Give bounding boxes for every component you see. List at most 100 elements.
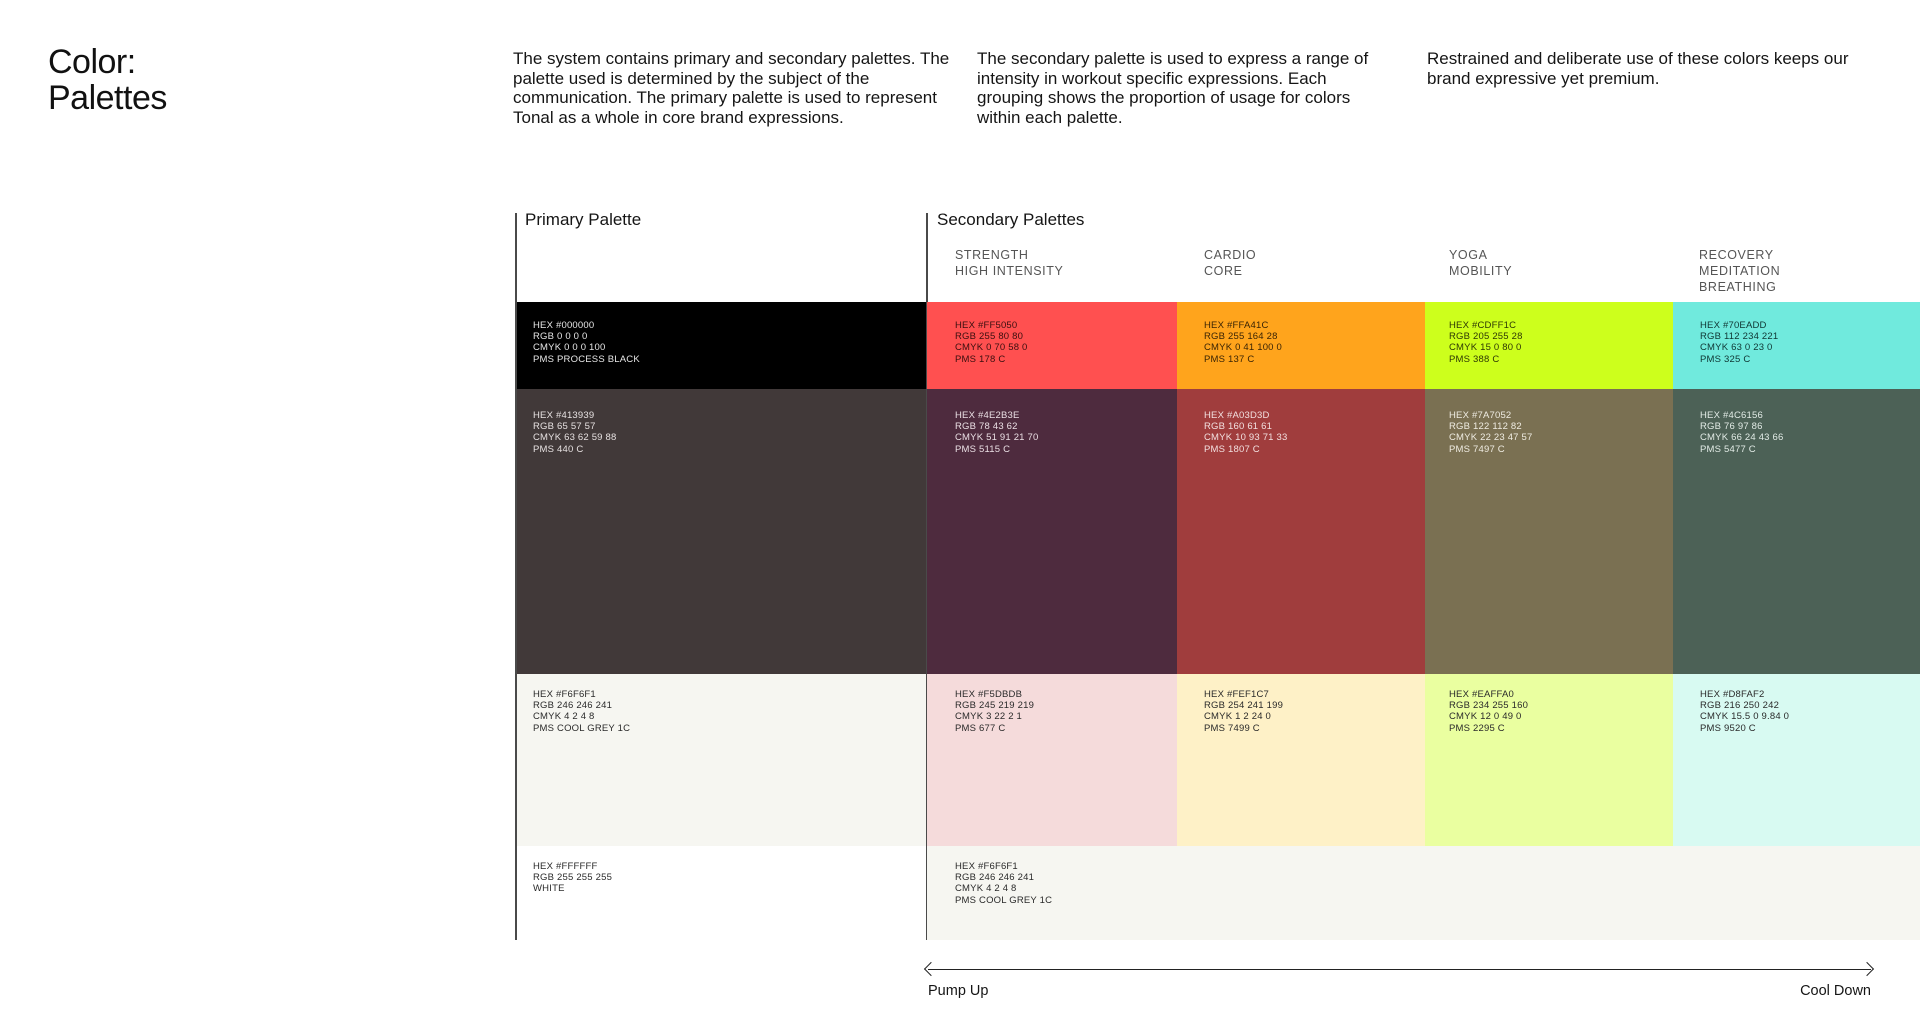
spec-rgb: RGB 216 250 242 <box>1700 700 1780 712</box>
spec-cmyk: CMYK 15.5 0 9.84 0 <box>1700 711 1790 723</box>
secondary-swatch-4-2 <box>1673 389 1920 674</box>
axis-start-label: Pump Up <box>928 983 989 999</box>
primary-swatch-1-specs: HEX #000000 RGB 0 0 0 0 CMYK 0 0 0 100 PMS … <box>533 320 640 365</box>
spec-cmyk: CMYK 63 0 23 0 <box>1700 342 1773 354</box>
secondary-swatch-1-1-specs: HEX #FF5050 RGB 255 80 80 CMYK 0 70 58 0 PM… <box>955 320 1028 365</box>
spec-pms: PMS 388 C <box>1449 353 1500 365</box>
spec-rgb: RGB 78 43 62 <box>955 421 1018 433</box>
spec-cmyk: WHITE <box>533 883 565 895</box>
spec-pms: PMS 7499 C <box>1204 722 1260 734</box>
spec-pms: PMS 7497 C <box>1449 443 1505 455</box>
secondary-swatch-3-2-specs: HEX #7A7052 RGB 122 112 82 CMYK 22 23 47 5… <box>1449 410 1532 455</box>
column-heading-yoga: YOGA MOBILITY <box>1449 247 1512 279</box>
secondary-swatch-1-2-specs: HEX #4E2B3E RGB 78 43 62 CMYK 51 91 21 70 P… <box>955 410 1038 455</box>
spec-pms: PMS 9520 C <box>1700 722 1756 734</box>
primary-swatch-4-specs: HEX #FFFFFF RGB 255 255 255 WHITE <box>533 861 612 895</box>
column-heading-line: HIGH INTENSITY <box>955 264 1064 278</box>
spec-hex: HEX #EAFFA0 <box>1449 689 1515 700</box>
spec-hex: HEX #413939 <box>533 410 595 421</box>
secondary-swatch-4-1-specs: HEX #70EADD RGB 112 234 221 CMYK 63 0 23 0… <box>1700 320 1778 365</box>
secondary-shared-bottom-swatch-specs: HEX #F6F6F1 RGB 246 246 241 CMYK 4 2 4 8 PM… <box>955 861 1052 906</box>
secondary-swatch-3-1 <box>1425 302 1673 389</box>
spec-pms: PMS PROCESS BLACK <box>533 353 640 365</box>
primary-swatch-1 <box>517 302 926 389</box>
spec-cmyk: CMYK 10 93 71 33 <box>1204 432 1288 444</box>
spec-cmyk: CMYK 22 23 47 57 <box>1449 432 1533 444</box>
primary-divider <box>515 213 517 940</box>
spec-pms: PMS COOL GREY 1C <box>533 722 631 734</box>
secondary-swatch-3-3 <box>1425 674 1673 846</box>
spec-hex: HEX #F6F6F1 <box>955 861 1018 872</box>
column-heading-recovery: RECOVERY MEDITATION BREATHING <box>1699 247 1780 295</box>
spec-hex: HEX #FFFFFF <box>533 861 598 872</box>
secondary-shared-bottom-swatch <box>927 846 1920 940</box>
arrow-right-icon <box>1859 961 1875 977</box>
spec-rgb: RGB 246 246 241 <box>533 700 613 712</box>
secondary-swatch-1-3 <box>927 674 1177 846</box>
column-heading-line: RECOVERY <box>1699 248 1774 262</box>
spec-rgb: RGB 255 80 80 <box>955 331 1024 343</box>
column-heading-line: STRENGTH <box>955 248 1029 262</box>
page-title: Color: Palettes <box>48 44 167 116</box>
spec-cmyk: CMYK 4 2 4 8 <box>955 883 1017 895</box>
spec-cmyk: CMYK 12 0 49 0 <box>1449 711 1522 723</box>
spec-rgb: RGB 255 164 28 <box>1204 331 1278 343</box>
spec-rgb: RGB 255 255 255 <box>533 872 613 884</box>
column-heading-line: MOBILITY <box>1449 264 1513 278</box>
spec-pms: PMS 5115 C <box>955 443 1011 455</box>
spec-hex: HEX #FF5050 <box>955 320 1018 331</box>
spec-hex: HEX #4C6156 <box>1700 410 1763 421</box>
page-title-line-1: Color: <box>48 43 136 81</box>
spec-pms: PMS 2295 C <box>1449 722 1505 734</box>
spec-pms: PMS 1807 C <box>1204 443 1260 455</box>
secondary-swatch-2-3 <box>1177 674 1425 846</box>
secondary-swatch-4-3-specs: HEX #D8FAF2 RGB 216 250 242 CMYK 15.5 0 9.… <box>1700 689 1789 734</box>
spec-cmyk: CMYK 51 91 21 70 <box>955 432 1039 444</box>
spec-pms: PMS 137 C <box>1204 353 1255 365</box>
primary-palette-label: Primary Palette <box>525 210 642 229</box>
primary-swatch-3-specs: HEX #F6F6F1 RGB 246 246 241 CMYK 4 2 4 8 PM… <box>533 689 630 734</box>
spec-pms: PMS 677 C <box>955 722 1006 734</box>
spec-rgb: RGB 122 112 82 <box>1449 421 1522 433</box>
spec-hex: HEX #A03D3D <box>1204 410 1270 421</box>
secondary-swatch-2-2 <box>1177 389 1425 674</box>
spec-cmyk: CMYK 66 24 43 66 <box>1700 432 1784 444</box>
secondary-swatch-3-2 <box>1425 389 1673 674</box>
secondary-swatch-2-1-specs: HEX #FFA41C RGB 255 164 28 CMYK 0 41 100 0… <box>1204 320 1282 365</box>
secondary-palettes-label: Secondary Palettes <box>937 210 1085 229</box>
spec-cmyk: CMYK 1 2 24 0 <box>1204 711 1272 723</box>
column-heading-line: CARDIO <box>1204 248 1257 262</box>
spec-cmyk: CMYK 4 2 4 8 <box>533 711 595 723</box>
intensity-axis-line <box>928 969 1871 970</box>
column-heading-cardio: CARDIO CORE <box>1204 247 1256 279</box>
spec-hex: HEX #FEF1C7 <box>1204 689 1270 700</box>
arrow-left-icon <box>923 961 939 977</box>
secondary-swatch-4-2-specs: HEX #4C6156 RGB 76 97 86 CMYK 66 24 43 66 P… <box>1700 410 1783 455</box>
secondary-swatch-2-1 <box>1177 302 1425 389</box>
spec-hex: HEX #D8FAF2 <box>1700 689 1765 700</box>
spec-rgb: RGB 76 97 86 <box>1700 421 1763 433</box>
spec-rgb: RGB 205 255 28 <box>1449 331 1523 343</box>
spec-cmyk: CMYK 0 41 100 0 <box>1204 342 1282 354</box>
spec-cmyk: CMYK 3 22 2 1 <box>955 711 1023 723</box>
spec-pms: PMS 178 C <box>955 353 1006 365</box>
spec-pms: PMS 5477 C <box>1700 443 1756 455</box>
spec-pms: PMS COOL GREY 1C <box>955 894 1053 906</box>
spec-cmyk: CMYK 0 0 0 100 <box>533 342 606 354</box>
secondary-swatch-2-2-specs: HEX #A03D3D RGB 160 61 61 CMYK 10 93 71 33… <box>1204 410 1287 455</box>
spec-hex: HEX #F6F6F1 <box>533 689 596 700</box>
spec-rgb: RGB 160 61 61 <box>1204 421 1273 433</box>
spec-rgb: RGB 0 0 0 0 <box>533 331 588 343</box>
secondary-swatch-1-1 <box>927 302 1177 389</box>
spec-hex: HEX #70EADD <box>1700 320 1767 331</box>
spec-hex: HEX #CDFF1C <box>1449 320 1517 331</box>
secondary-swatch-3-3-specs: HEX #EAFFA0 RGB 234 255 160 CMYK 12 0 49 0… <box>1449 689 1528 734</box>
column-heading-line: MEDITATION <box>1699 264 1781 278</box>
column-heading-line: BREATHING <box>1699 280 1777 294</box>
spec-cmyk: CMYK 15 0 80 0 <box>1449 342 1522 354</box>
spec-rgb: RGB 246 246 241 <box>955 872 1035 884</box>
spec-cmyk: CMYK 0 70 58 0 <box>955 342 1028 354</box>
